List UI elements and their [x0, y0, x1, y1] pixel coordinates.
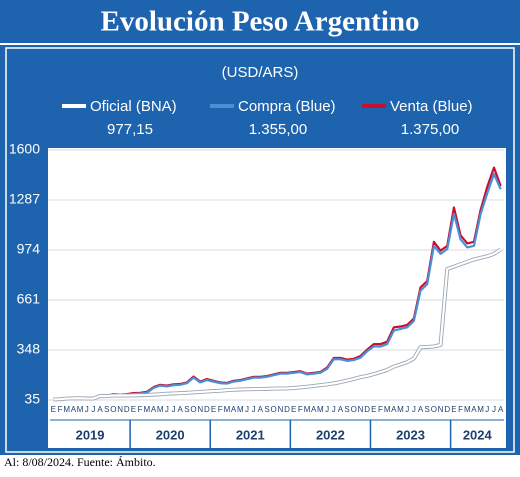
- x-tick-label: E: [131, 405, 136, 414]
- x-tick-label: J: [405, 405, 409, 414]
- x-tick-label: J: [412, 405, 416, 414]
- x-tick-label: A: [71, 405, 77, 414]
- y-tick-label: 348: [17, 341, 41, 357]
- x-tick-label: E: [451, 405, 456, 414]
- x-tick-label: F: [458, 405, 463, 414]
- year-label: 2021: [236, 427, 265, 442]
- x-tick-label: O: [110, 405, 116, 414]
- x-tick-label: J: [325, 405, 329, 414]
- plot-area: [48, 148, 506, 448]
- year-label: 2019: [76, 427, 105, 442]
- x-tick-label: S: [264, 405, 269, 414]
- legend-value: 1.375,00: [401, 121, 459, 138]
- year-label: 2020: [156, 427, 185, 442]
- x-tick-label: N: [277, 405, 283, 414]
- year-label: 2022: [316, 427, 345, 442]
- year-label: 2024: [463, 427, 493, 442]
- x-tick-label: M: [317, 405, 324, 414]
- y-tick-label: 661: [17, 291, 41, 307]
- x-tick-label: A: [471, 405, 477, 414]
- x-tick-label: N: [438, 405, 444, 414]
- x-tick-label: M: [143, 405, 150, 414]
- x-tick-label: S: [344, 405, 349, 414]
- x-tick-label: M: [304, 405, 311, 414]
- x-tick-label: N: [117, 405, 123, 414]
- legend-label: Compra (Blue): [238, 98, 336, 115]
- x-tick-label: M: [77, 405, 84, 414]
- x-tick-label: J: [492, 405, 496, 414]
- series-line: [53, 248, 502, 401]
- x-tick-label: A: [311, 405, 317, 414]
- x-tick-label: D: [284, 405, 290, 414]
- x-tick-label: E: [211, 405, 216, 414]
- x-tick-label: S: [104, 405, 109, 414]
- x-tick-label: M: [464, 405, 471, 414]
- x-tick-label: D: [204, 405, 210, 414]
- x-tick-label: J: [165, 405, 169, 414]
- x-tick-label: O: [190, 405, 196, 414]
- x-tick-label: M: [224, 405, 231, 414]
- legend-label: Oficial (BNA): [90, 98, 177, 115]
- x-tick-label: A: [391, 405, 397, 414]
- x-tick-label: A: [418, 405, 424, 414]
- x-tick-label: S: [425, 405, 430, 414]
- x-tick-label: N: [197, 405, 203, 414]
- x-tick-label: J: [485, 405, 489, 414]
- x-tick-label: O: [271, 405, 277, 414]
- x-tick-label: J: [252, 405, 256, 414]
- x-tick-label: A: [178, 405, 184, 414]
- y-tick-label: 974: [17, 241, 41, 257]
- y-tick-label: 35: [24, 391, 40, 407]
- legend-value: 1.355,00: [249, 121, 307, 138]
- footer: Al: 8/08/2024. Fuente: Ámbito.: [4, 455, 156, 469]
- x-tick-label: M: [384, 405, 391, 414]
- x-tick-label: N: [358, 405, 364, 414]
- x-tick-label: O: [431, 405, 437, 414]
- year-label: 2023: [396, 427, 425, 442]
- legend-label: Venta (Blue): [390, 98, 473, 115]
- x-tick-label: F: [138, 405, 143, 414]
- x-tick-label: F: [298, 405, 303, 414]
- x-tick-label: J: [172, 405, 176, 414]
- x-tick-label: A: [498, 405, 504, 414]
- x-tick-label: M: [237, 405, 244, 414]
- x-tick-label: A: [97, 405, 103, 414]
- x-tick-label: A: [151, 405, 157, 414]
- y-tick-label: 1600: [9, 141, 40, 157]
- y-tick-label: 1287: [9, 191, 40, 207]
- x-tick-label: A: [338, 405, 344, 414]
- x-tick-label: E: [291, 405, 296, 414]
- x-tick-label: J: [85, 405, 89, 414]
- x-tick-label: D: [364, 405, 370, 414]
- legend-value: 977,15: [107, 121, 153, 138]
- panel-border: [5, 47, 515, 453]
- x-tick-label: F: [58, 405, 63, 414]
- x-tick-label: M: [477, 405, 484, 414]
- x-tick-label: A: [258, 405, 264, 414]
- x-tick-label: D: [124, 405, 130, 414]
- x-tick-label: D: [444, 405, 450, 414]
- x-tick-label: O: [351, 405, 357, 414]
- x-tick-label: M: [63, 405, 70, 414]
- x-tick-label: M: [157, 405, 164, 414]
- x-tick-label: M: [397, 405, 404, 414]
- x-tick-label: J: [91, 405, 95, 414]
- x-tick-label: J: [332, 405, 336, 414]
- x-tick-label: J: [245, 405, 249, 414]
- chart-subtitle: (USD/ARS): [222, 64, 299, 81]
- x-tick-label: A: [231, 405, 237, 414]
- x-tick-label: S: [184, 405, 189, 414]
- x-tick-label: E: [51, 405, 56, 414]
- x-tick-label: E: [371, 405, 376, 414]
- x-tick-label: F: [378, 405, 383, 414]
- x-tick-label: F: [218, 405, 223, 414]
- chart-title: Evolución Peso Argentino: [100, 6, 419, 38]
